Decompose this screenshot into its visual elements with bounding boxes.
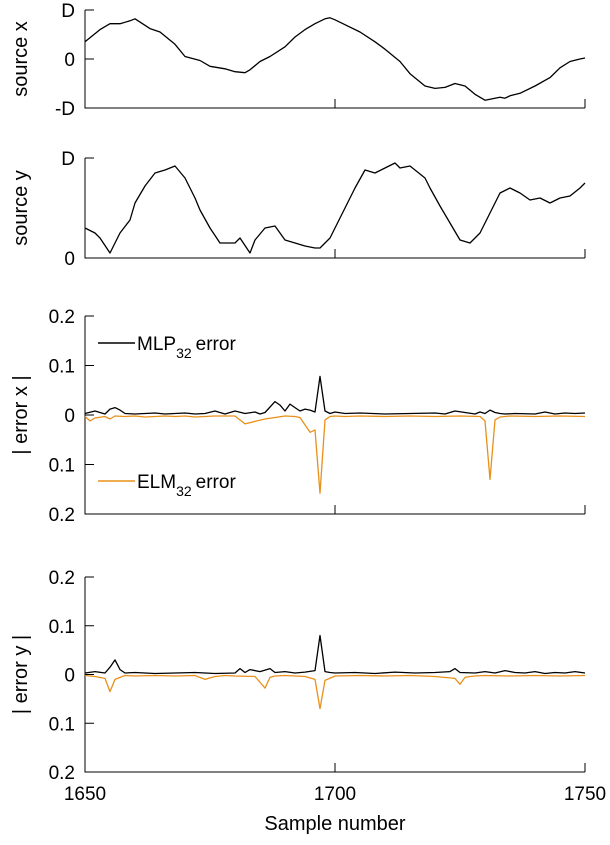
ytick-label-2-1: 0 [64, 249, 75, 270]
ytick-label-3-1: 0.1 [49, 357, 75, 378]
ytick-label-1-1: 0 [64, 50, 75, 71]
panel-2: D 0 source y [10, 149, 586, 270]
legend-label-2: ELM32 error [137, 472, 236, 499]
series-3-2 [84, 415, 586, 494]
ylabel-2: source y [10, 170, 32, 246]
axes-1 [84, 10, 585, 109]
ytick-label-3-2: 0 [64, 406, 75, 427]
axes-4 [84, 577, 585, 773]
ytick-label-3-0: 0.2 [49, 307, 75, 328]
ytick-label-2-0: D [61, 149, 75, 170]
xtick-label-0: 1650 [64, 784, 106, 805]
series-4-2 [84, 674, 586, 710]
xlabel: Sample number [264, 813, 406, 835]
panel-3: 0.2 0.1 0 0.1 0.2 | error x | MLP32 error ELM32 e… [10, 307, 586, 526]
xtick-label-1: 1700 [314, 784, 356, 805]
ytick-label-4-4: 0.2 [49, 763, 75, 784]
ytick-label-4-3: 0.1 [49, 714, 75, 735]
series-4-1 [84, 634, 586, 675]
panel-1: D 0 -D source x [10, 1, 586, 120]
ylabel-1: source x [10, 21, 32, 97]
ytick-label-3-3: 0.1 [49, 456, 75, 477]
ytick-label-1-2: -D [55, 99, 75, 120]
series-1-1 [84, 17, 586, 101]
ytick-label-3-4: 0.2 [49, 505, 75, 526]
series-3-1 [84, 375, 586, 415]
ytick-label-4-0: 0.2 [49, 568, 75, 589]
xtick-label-2: 1750 [564, 784, 606, 805]
legend-label-1: MLP32 error [137, 334, 236, 361]
ylabel-4: | error y | [10, 635, 32, 714]
axes-2 [84, 158, 585, 259]
ytick-label-4-1: 0.1 [49, 617, 75, 638]
ylabel-3: | error x | [10, 375, 32, 454]
series-2-1 [84, 162, 586, 254]
ytick-label-4-2: 0 [64, 666, 75, 687]
ytick-label-1-0: D [61, 1, 75, 22]
